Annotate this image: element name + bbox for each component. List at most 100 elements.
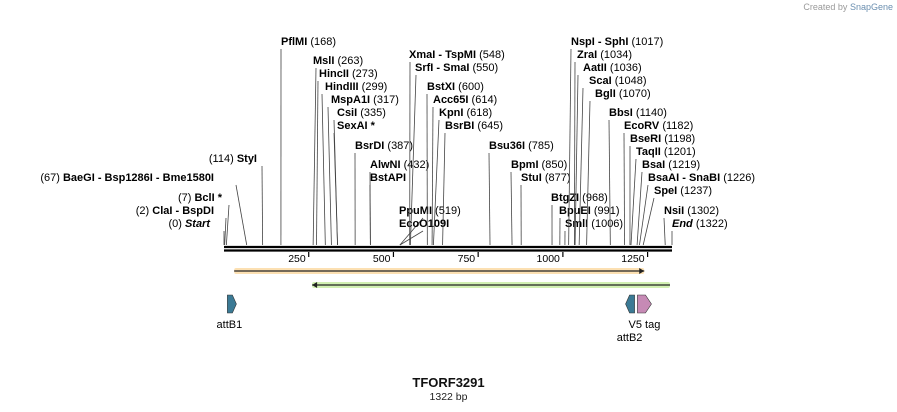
ruler: 250 500 750 1000 1250 <box>288 252 649 265</box>
site-connector-line <box>568 48 572 246</box>
restriction-sites: PflMI (168) MslI (263)HincII (273)HindIII… <box>40 36 755 246</box>
site-name: BstAPI <box>370 172 406 184</box>
orf-reverse-bar[interactable] <box>312 282 670 288</box>
ruler-tick-label: 1250 <box>621 253 645 265</box>
site-msli[interactable]: MslI (263) <box>312 55 363 246</box>
site-styi[interactable]: (114) StyI <box>209 153 264 246</box>
site-mspa1i[interactable]: MspA1I (317) <box>327 94 399 246</box>
site-spei[interactable]: SpeI (1237) <box>642 185 712 246</box>
orf-arrow-head-icon <box>639 268 645 274</box>
site-position: (548) <box>476 49 505 61</box>
site-position: (1237) <box>677 185 712 197</box>
site-ecorv[interactable]: EcoRV (1182) <box>623 120 693 246</box>
site-bstapi[interactable]: BstAPI <box>369 172 406 246</box>
site-name: PflMI <box>281 36 307 48</box>
orf-forward-bar[interactable] <box>234 268 645 274</box>
site-bsaai-snabi[interactable]: BsaAI - SnaBI (1226) <box>639 172 755 246</box>
site-scai[interactable]: ScaI (1048) <box>578 75 647 246</box>
site-taqii[interactable]: TaqII (1201) <box>630 146 696 246</box>
site-end[interactable]: End (1322) <box>671 218 728 245</box>
site-connector-line <box>608 119 611 246</box>
feature-v5-tag[interactable]: V5 tag <box>629 294 661 331</box>
site-xmai-tspmi[interactable]: XmaI - TspMI (548) <box>409 49 505 246</box>
site-btgzi[interactable]: BtgZI (968) <box>551 192 608 246</box>
site-bpmi[interactable]: BpmI (850) <box>510 159 567 246</box>
site-bgli[interactable]: BglI (1070) <box>586 88 651 246</box>
site-bsu36i[interactable]: Bsu36I (785) <box>488 140 554 246</box>
feature-attb1[interactable]: attB1 <box>217 294 243 331</box>
site-acc65i[interactable]: Acc65I (614) <box>431 94 497 246</box>
site-stui[interactable]: StuI (877) <box>520 172 571 246</box>
site-alwni[interactable]: AlwNI (432) <box>369 159 430 246</box>
site-name: Bsu36I <box>489 140 525 152</box>
site-connector-line <box>586 100 591 246</box>
site-position: (1322) <box>693 218 728 230</box>
site-connector-line <box>623 132 625 246</box>
site-name: SpeI <box>654 185 677 197</box>
site-sexai[interactable]: SexAI * <box>333 120 376 246</box>
site-name: TaqII <box>636 146 661 158</box>
site-bsrbi[interactable]: BsrBI (645) <box>442 120 504 246</box>
site-bsai[interactable]: BsaI (1219) <box>636 159 700 246</box>
site-bstxi[interactable]: BstXI (600) <box>426 81 484 246</box>
site-bcli[interactable]: (7) BclI * <box>178 192 230 246</box>
site-name: EcoRV <box>624 120 660 132</box>
site-name: BstXI <box>427 81 455 93</box>
site-position: (785) <box>525 140 554 152</box>
site-label: SmlI (1006) <box>565 218 623 230</box>
site-connector-line <box>409 74 417 246</box>
site-connector-line <box>442 132 446 246</box>
site-label: BtgZI (968) <box>551 192 608 204</box>
site-pflmi[interactable]: PflMI (168) <box>280 36 336 246</box>
site-name: BsaI <box>642 159 665 171</box>
site-connector-line <box>235 184 248 246</box>
site-label: EcoRV (1182) <box>624 120 693 132</box>
site-name: XmaI - TspMI <box>409 49 476 61</box>
site-label: HincII (273) <box>319 68 378 80</box>
site-ecoo109i[interactable]: EcoO109I <box>399 218 449 246</box>
site-position: (387) <box>384 140 413 152</box>
site-bsrdi[interactable]: BsrDI (387) <box>354 140 413 246</box>
site-nspi-sphi[interactable]: NspI - SphI (1017) <box>568 36 664 246</box>
site-bbsi[interactable]: BbsI (1140) <box>608 107 667 246</box>
site-hincii[interactable]: HincII (273) <box>316 68 378 246</box>
site-srfi-smai[interactable]: SrfI - SmaI (550) <box>409 62 498 246</box>
site-name: NsiI <box>664 205 684 217</box>
site-label: StuI (877) <box>521 172 571 184</box>
site-name: BbsI <box>609 107 633 119</box>
site-position: (114) <box>209 153 237 165</box>
site-connector-line <box>663 217 666 246</box>
site-nsii[interactable]: NsiI (1302) <box>663 205 719 246</box>
site-hindiii[interactable]: HindIII (299) <box>321 81 387 246</box>
site-label: (2) ClaI - BspDI <box>136 205 214 217</box>
snapgene-brand: Created by SnapGene <box>803 2 893 12</box>
site-label: SexAI * <box>337 120 376 132</box>
site-ppumi[interactable]: PpuMI (519) <box>399 205 461 246</box>
site-label: NspI - SphI (1017) <box>571 36 663 48</box>
site-zrai[interactable]: ZraI (1034) <box>574 49 632 246</box>
ruler-tick-label: 500 <box>373 253 391 265</box>
site-label: XmaI - TspMI (548) <box>409 49 505 61</box>
site-smli[interactable]: SmlI (1006) <box>564 218 623 246</box>
site-name: HindIII <box>325 81 359 93</box>
site-position: (968) <box>579 192 608 204</box>
site-start[interactable]: (0) Start <box>168 218 225 245</box>
site-kpni[interactable]: KpnI (618) <box>433 107 492 246</box>
feature-attb2[interactable]: attB2 <box>617 294 643 344</box>
site-position: (1140) <box>633 107 667 119</box>
site-baegi-bsp1286i-bme1580i[interactable]: (67) BaeGI - Bsp1286I - Bme1580I <box>40 172 248 246</box>
site-position: (618) <box>463 107 492 119</box>
site-bseri[interactable]: BseRI (1198) <box>629 133 695 246</box>
site-position: (1198) <box>661 133 695 145</box>
site-label: ScaI (1048) <box>589 75 647 87</box>
site-name: Start <box>185 218 211 230</box>
site-aatii[interactable]: AatII (1036) <box>574 62 642 246</box>
site-position: (432) <box>401 159 430 171</box>
site-name: BpmI <box>511 159 539 171</box>
site-position: (2) <box>136 205 153 217</box>
site-label: CsiI (335) <box>337 107 386 119</box>
site-clai-bspdi[interactable]: (2) ClaI - BspDI <box>136 205 227 246</box>
site-label: TaqII (1201) <box>636 146 696 158</box>
feature-arrow-icon <box>227 294 237 314</box>
